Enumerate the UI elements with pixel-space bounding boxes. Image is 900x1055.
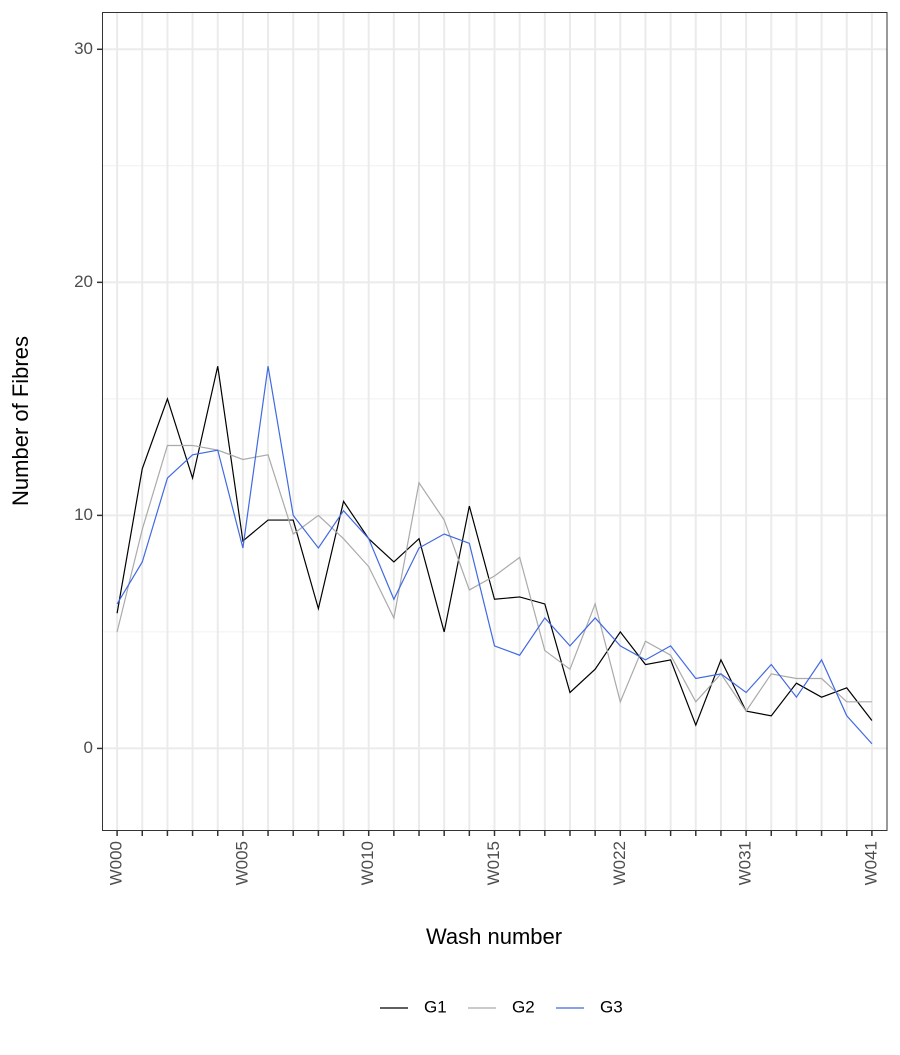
y-tick-label: 20 xyxy=(74,272,93,291)
x-tick-label: W041 xyxy=(861,841,880,885)
x-axis-title: Wash number xyxy=(426,924,562,949)
legend-label: G3 xyxy=(600,997,623,1016)
legend-label: G2 xyxy=(512,997,535,1016)
y-axis-title: Number of Fibres xyxy=(8,336,33,506)
series-line xyxy=(116,366,873,745)
x-tick-label: W031 xyxy=(736,841,755,885)
legend-label: G1 xyxy=(424,997,447,1016)
x-tick-label: W015 xyxy=(484,841,503,885)
x-tick-label: W000 xyxy=(107,841,126,885)
legend: G1 G2 G3 xyxy=(380,997,623,1016)
x-tick-label: W010 xyxy=(358,841,377,885)
grid xyxy=(102,12,887,830)
x-tick-label: W005 xyxy=(232,841,251,885)
y-tick-label: 0 xyxy=(84,738,93,757)
x-tick-label: W022 xyxy=(610,841,629,885)
series-line xyxy=(116,444,872,713)
y-tick-label: 10 xyxy=(74,505,93,524)
y-tick-label: 30 xyxy=(74,39,93,58)
axes: 0 10 20 30 W000 W005 W010 W015 W022 W031 W041 xyxy=(74,39,880,886)
lines xyxy=(116,366,873,745)
